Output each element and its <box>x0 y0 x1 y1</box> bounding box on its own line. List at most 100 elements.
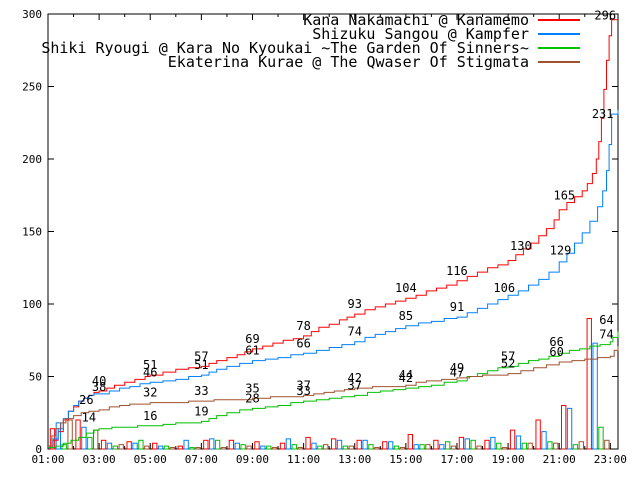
x-tick-label: 17:00 <box>440 453 473 466</box>
hourly-bar <box>87 436 93 450</box>
value-label-series-0: 69 <box>245 332 259 346</box>
value-label-series-0: 78 <box>296 319 310 333</box>
legend-line-swatch-shizuku <box>538 33 580 35</box>
hourly-bar <box>604 439 610 450</box>
y-tick-label: 300 <box>22 8 42 21</box>
hourly-bar <box>254 441 260 450</box>
hourly-bar <box>425 444 431 450</box>
legend-line-swatch-shiki <box>538 47 580 49</box>
hourly-bar <box>240 444 246 450</box>
hourly-bar <box>515 435 522 450</box>
hourly-bar <box>374 447 380 450</box>
hourly-bar <box>266 445 272 450</box>
x-tick-label: 13:00 <box>338 453 371 466</box>
hourly-bar <box>81 426 87 450</box>
legend: Kana Nakamachi @ Kanamemo Shizuku Sangou… <box>41 13 580 71</box>
value-label-series-2: 19 <box>194 404 208 418</box>
hourly-bar <box>464 438 470 450</box>
hourly-bar <box>382 441 388 450</box>
value-label-series-1: 85 <box>399 309 413 323</box>
y-tick-label: 250 <box>22 81 42 94</box>
hourly-bar <box>566 407 573 450</box>
value-label-series-3: 26 <box>79 393 93 407</box>
value-label-series-3: 37 <box>296 378 310 392</box>
hourly-bar <box>368 444 374 450</box>
legend-label-shizuku: Shizuku Sangou @ Kampfer <box>312 25 529 43</box>
hourly-bar <box>476 445 482 450</box>
hourly-bar <box>67 419 73 450</box>
value-label-series-3: 35 <box>245 381 259 395</box>
hourly-bar <box>439 444 445 450</box>
legend-line-swatch-ekaterina <box>538 61 580 63</box>
x-tick-label: 19:00 <box>492 453 525 466</box>
hourly-bar <box>163 445 170 450</box>
hourly-bar <box>138 439 144 450</box>
hourly-bar <box>144 445 150 450</box>
value-label-series-3: 42 <box>347 371 361 385</box>
hourly-bar <box>578 441 584 450</box>
hourly-bar <box>561 405 567 450</box>
value-label-series-1: 38 <box>92 380 106 394</box>
hourly-bar <box>496 442 502 450</box>
value-label-series-0: 165 <box>553 188 575 202</box>
value-label-series-2: 37 <box>347 378 361 392</box>
hourly-bar <box>586 318 592 450</box>
value-label-series-0: 93 <box>347 297 361 311</box>
x-tick-label: 23:00 <box>594 453 627 466</box>
hourly-bar <box>490 436 496 450</box>
value-label-series-2: 74 <box>599 328 613 342</box>
hourly-bar <box>592 342 598 450</box>
hourly-bar <box>169 447 176 450</box>
value-label-series-3: 44 <box>399 368 413 382</box>
hourly-bar <box>393 445 400 450</box>
value-label-series-2: 28 <box>245 391 259 405</box>
legend-label-ekaterina: Ekaterina Kurae @ The Qwaser Of Stigmata <box>167 53 529 71</box>
hourly-bar <box>271 447 278 450</box>
hourly-bar <box>553 442 559 450</box>
hourly-bar <box>195 447 201 450</box>
hourly-bar <box>399 447 406 450</box>
hourly-bar <box>509 429 516 450</box>
value-label-series-1: 129 <box>550 244 572 258</box>
hourly-bar <box>535 419 541 450</box>
hourly-bar <box>484 439 490 450</box>
x-tick-label: 21:00 <box>543 453 576 466</box>
value-label-series-1: 106 <box>493 281 515 295</box>
hourly-bar <box>177 445 183 450</box>
x-tick-label: 03:00 <box>83 453 116 466</box>
series-line-1 <box>48 109 619 449</box>
x-tick-label: 01:00 <box>31 453 64 466</box>
hourly-bar <box>572 444 579 450</box>
hourly-bar <box>203 439 209 450</box>
value-label-series-3: 52 <box>501 357 515 371</box>
value-label-series-2: 57 <box>501 349 515 363</box>
y-tick-label: 0 <box>35 443 42 456</box>
value-label-series-1: 61 <box>245 344 259 358</box>
hourly-bar <box>598 426 604 450</box>
x-tick-label: 11:00 <box>287 453 320 466</box>
hourly-bar <box>220 447 227 450</box>
legend-row-ekaterina: Ekaterina Kurae @ The Qwaser Of Stigmata <box>41 53 580 71</box>
hourly-bar <box>317 445 323 450</box>
hourly-bar <box>126 441 132 450</box>
series-line-0 <box>48 19 618 447</box>
x-tick-label: 15:00 <box>389 453 422 466</box>
value-label-series-3: 49 <box>450 361 464 375</box>
hourly-bar <box>433 439 439 450</box>
hourly-bar <box>387 441 394 450</box>
value-label-series-3: 60 <box>549 345 563 359</box>
value-label-series-3: 64 <box>599 313 613 327</box>
hourly-bar <box>279 442 286 450</box>
hourly-bar <box>413 444 419 450</box>
value-label-series-0: 116 <box>446 264 468 278</box>
hourly-bar <box>527 442 533 450</box>
plot-border <box>47 13 619 450</box>
y-tick-label: 100 <box>22 298 42 311</box>
value-label-series-0: 296 <box>594 9 616 23</box>
value-label-series-1: 51 <box>194 358 208 372</box>
hourly-bar <box>260 445 266 450</box>
series-line-3 <box>48 346 619 447</box>
hourly-bar <box>132 442 138 450</box>
hourly-bar <box>541 431 547 450</box>
